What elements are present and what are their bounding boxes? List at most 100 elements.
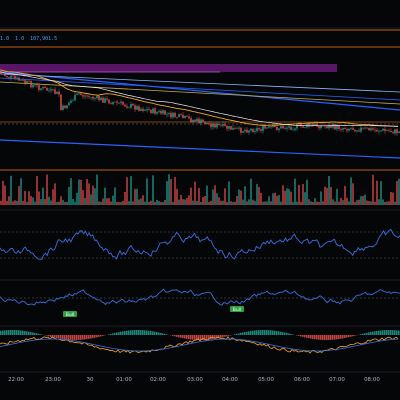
ohlc-readout: 1.0 1.0 107,901.5	[0, 36, 60, 42]
macd-hist-bar	[92, 335, 94, 339]
candle-body	[162, 110, 164, 114]
macd-hist-bar	[18, 330, 20, 335]
macd-hist-bar	[192, 335, 194, 340]
candle-body	[140, 108, 142, 111]
volume-bar	[44, 199, 46, 205]
macd-hist-bar	[96, 335, 98, 338]
candle-body	[218, 123, 220, 126]
candle-body	[362, 127, 364, 129]
volume-bar	[12, 201, 14, 205]
macd-hist-bar	[216, 335, 218, 339]
volume-bar	[34, 201, 36, 205]
volume-bar	[6, 200, 8, 205]
macd-hist-bar	[2, 330, 4, 335]
volume-bar	[350, 177, 352, 205]
candle-body	[206, 123, 208, 125]
ohlc-readout-fragment: 107,901.5	[30, 36, 58, 42]
volume-bar	[192, 200, 194, 205]
volume-bar	[106, 198, 108, 205]
macd-hist-bar	[372, 331, 374, 335]
macd-hist-bar	[302, 335, 304, 337]
volume-bar	[322, 201, 324, 205]
volume-bar	[208, 201, 210, 205]
macd-hist-bar	[88, 335, 90, 339]
volume-bar	[318, 201, 320, 205]
candle-body	[66, 105, 68, 109]
candle-body	[208, 123, 210, 124]
candle-body	[104, 98, 106, 103]
bull-signal-2[interactable]: Bull	[230, 306, 244, 313]
candle-body	[184, 115, 186, 119]
macd-hist-bar	[304, 335, 306, 338]
macd-hist-bar	[102, 335, 104, 336]
volume-bar	[28, 191, 30, 205]
macd-hist-bar	[66, 335, 68, 340]
volume-bar	[198, 188, 200, 205]
macd-hist-bar	[362, 333, 364, 335]
macd-hist-bar	[0, 330, 2, 335]
candle-body	[90, 96, 92, 98]
volume-bar	[52, 189, 54, 205]
macd-hist-bar	[246, 331, 248, 335]
volume-bar	[20, 178, 22, 205]
candle-body	[252, 128, 254, 132]
candle-body	[330, 125, 332, 128]
candle-body	[52, 89, 54, 90]
candle-body	[154, 108, 156, 114]
candle-body	[384, 128, 386, 131]
candle-body	[78, 93, 80, 95]
macd-hist-bar	[132, 330, 134, 335]
macd-hist-bar	[56, 335, 58, 339]
candle-body	[24, 80, 26, 84]
macd-hist-bar	[204, 335, 206, 340]
volume-bar	[22, 200, 24, 205]
candlesticks[interactable]	[0, 70, 400, 136]
volume-bar	[262, 201, 264, 205]
macd-hist-bar	[38, 333, 40, 335]
volume-bar	[162, 201, 164, 205]
candle-body	[108, 99, 110, 104]
volume-bar	[254, 201, 256, 205]
macd-hist-bar	[202, 335, 204, 340]
volume-profile-band	[0, 64, 337, 72]
candle-body	[32, 84, 34, 88]
bull-signal-1[interactable]: Bull	[63, 311, 77, 318]
macd-hist-bar	[172, 335, 174, 336]
candle-body	[68, 102, 70, 106]
macd-hist-bar	[280, 331, 282, 335]
volume-bar	[366, 200, 368, 205]
volume-bar	[92, 185, 94, 205]
macd-hist-bar	[198, 335, 200, 340]
macd-hist-bar	[188, 335, 190, 340]
macd-hist-bar	[334, 335, 336, 340]
candle-body	[92, 96, 94, 99]
macd-hist-bar	[218, 335, 220, 339]
volume-bar	[46, 174, 48, 205]
macd-hist-bar	[268, 330, 270, 335]
macd-hist-bar	[320, 335, 322, 340]
volume-bar	[82, 190, 84, 205]
volume-bar	[102, 198, 104, 205]
candle-body	[178, 114, 180, 118]
candle-body	[258, 128, 260, 130]
time-axis-label: 03:00	[187, 377, 203, 383]
candle-body	[40, 88, 42, 90]
macd-hist-bar	[24, 330, 26, 335]
volume-bars	[0, 174, 400, 205]
volume-bar	[300, 201, 302, 205]
volume-bar	[394, 201, 396, 205]
macd-hist-bar	[350, 335, 352, 337]
candle-body	[46, 88, 48, 91]
volume-bar	[126, 177, 128, 205]
macd-hist-bar	[68, 335, 70, 340]
macd-hist-bar	[338, 335, 340, 340]
candle-body	[8, 77, 10, 78]
macd-hist-bar	[274, 330, 276, 335]
volume-bar	[120, 201, 122, 205]
macd-hist-bar	[390, 330, 392, 335]
volume-bar	[214, 185, 216, 205]
volume-bar	[104, 187, 106, 205]
pane-separators	[0, 27, 400, 373]
